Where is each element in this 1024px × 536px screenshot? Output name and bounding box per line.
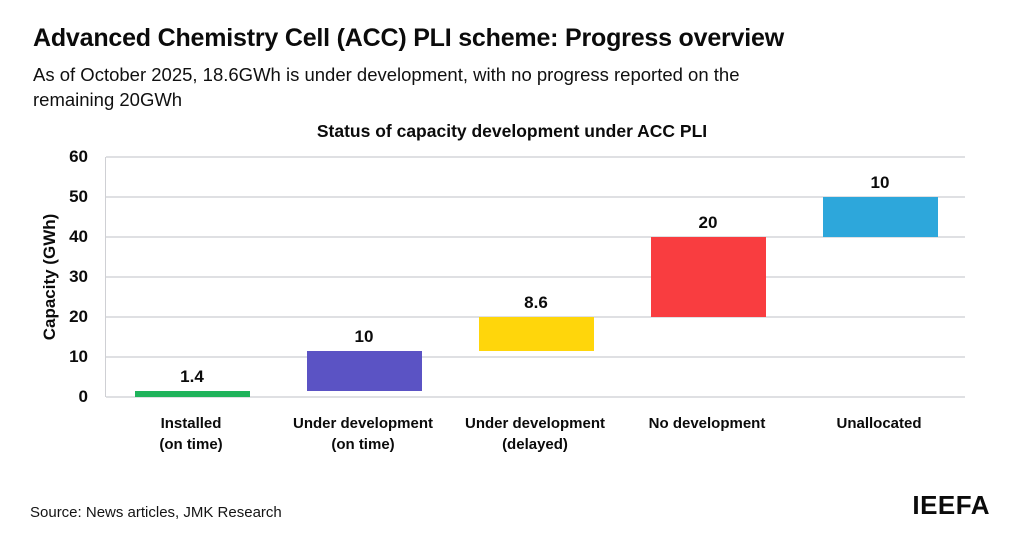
ieefa-logo: IEEFA: [912, 490, 990, 520]
y-tick-label: 20: [69, 307, 88, 326]
page-subtitle: As of October 2025, 18.6GWh is under dev…: [33, 62, 740, 112]
source-text: Source: News articles, JMK Research: [30, 504, 282, 521]
chart-title: Status of capacity development under ACC…: [316, 121, 708, 141]
waterfall-bar: [134, 391, 250, 397]
y-tick-label: 60: [69, 147, 88, 166]
x-axis: Installed (on time) Under development (on t…: [105, 413, 964, 465]
x-tick-label: Under development (delayed): [449, 413, 621, 455]
y-tick-label: 30: [69, 267, 88, 286]
waterfall-bar: [478, 317, 594, 352]
y-axis: 0 10 20 30 40 50 60: [46, 147, 88, 406]
x-tick-label-line: Under development: [464, 415, 606, 432]
gridline: [106, 316, 965, 318]
gridline: [106, 196, 965, 198]
x-tick-label: Installed (on time): [105, 413, 277, 455]
bar-value-label: 1.4: [180, 367, 204, 387]
x-tick-label-line: (on time): [159, 436, 223, 453]
gridline: [106, 236, 965, 238]
x-tick-label: Under development (on time): [277, 413, 449, 455]
x-tick-label-line: Installed: [160, 415, 222, 432]
x-tick-label-line: Under development: [292, 415, 434, 432]
x-tick-label: No development: [621, 413, 793, 434]
waterfall-bar: [650, 237, 766, 317]
x-tick-label-line: (on time): [331, 436, 395, 453]
bar-value-label: 10: [354, 327, 374, 347]
y-tick-label: 40: [69, 227, 88, 246]
plot-area: 1.4 10 8.6 20 10: [105, 156, 965, 398]
page-title: Advanced Chemistry Cell (ACC) PLI scheme…: [33, 24, 784, 52]
y-tick-label: 50: [69, 187, 88, 206]
bar-value-label: 8.6: [524, 293, 548, 312]
subtitle-line-1: As of October 2025, 18.6GWh is under dev…: [33, 64, 740, 85]
waterfall-bar: [306, 351, 422, 392]
bar-value-label: 20: [698, 213, 718, 232]
gridline: [106, 156, 965, 158]
gridline: [106, 276, 965, 278]
x-tick-label-line: No development: [648, 415, 766, 432]
subtitle-line-2: remaining 20GWh: [33, 89, 183, 110]
x-tick-label-line: (delayed): [502, 436, 568, 453]
bar-value-label: 10: [870, 173, 890, 192]
gridline: [106, 356, 965, 358]
x-tick-label: Unallocated: [793, 413, 965, 434]
y-tick-label: 0: [78, 387, 88, 406]
y-tick-label: 10: [69, 347, 88, 366]
waterfall-bar: [822, 197, 938, 237]
gridline: [106, 396, 965, 398]
x-tick-label-line: Unallocated: [836, 415, 922, 432]
